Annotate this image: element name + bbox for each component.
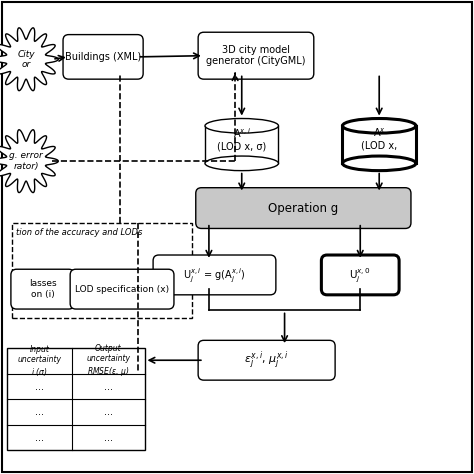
- Text: U$_j^{x,0}$: U$_j^{x,0}$: [349, 266, 371, 284]
- Text: $\epsilon_j^{x,i}$, $\mu_j^{x,i}$: $\epsilon_j^{x,i}$, $\mu_j^{x,i}$: [244, 349, 289, 372]
- Text: U$_j^{x,i}$ = g(A$_j^{x,i}$): U$_j^{x,i}$ = g(A$_j^{x,i}$): [183, 266, 246, 284]
- FancyBboxPatch shape: [63, 35, 143, 79]
- Text: Output
uncertainty
RMSE($\epsilon$, $\mu$): Output uncertainty RMSE($\epsilon$, $\mu…: [86, 344, 130, 378]
- FancyBboxPatch shape: [321, 255, 399, 295]
- Bar: [205, 126, 279, 164]
- Bar: [342, 126, 416, 164]
- Polygon shape: [0, 130, 58, 192]
- FancyBboxPatch shape: [70, 269, 174, 309]
- FancyBboxPatch shape: [198, 340, 335, 380]
- Bar: [12, 223, 192, 318]
- Text: ...: ...: [104, 407, 113, 417]
- Text: ...: ...: [104, 433, 113, 443]
- Bar: [7, 348, 145, 450]
- Text: lasses
on (i): lasses on (i): [29, 280, 56, 299]
- Text: ...: ...: [104, 382, 113, 392]
- Ellipse shape: [205, 118, 279, 133]
- FancyBboxPatch shape: [11, 269, 74, 309]
- Text: ...: ...: [35, 382, 44, 392]
- Ellipse shape: [205, 156, 279, 171]
- FancyBboxPatch shape: [153, 255, 276, 295]
- Text: LOD specification (x): LOD specification (x): [75, 285, 169, 293]
- Ellipse shape: [342, 156, 416, 171]
- Text: A$^{x}$
(LOD x,: A$^{x}$ (LOD x,: [361, 127, 397, 151]
- Text: ...: ...: [35, 433, 44, 443]
- Text: 3D city model
generator (CityGML): 3D city model generator (CityGML): [206, 45, 306, 66]
- FancyBboxPatch shape: [198, 32, 314, 79]
- Text: A$^{x,i}$
(LOD x, σ): A$^{x,i}$ (LOD x, σ): [217, 126, 266, 152]
- Text: Operation g: Operation g: [268, 201, 338, 215]
- Text: ...: ...: [35, 407, 44, 417]
- Text: tion of the accuracy and LODs: tion of the accuracy and LODs: [16, 228, 142, 237]
- FancyBboxPatch shape: [196, 188, 411, 228]
- Text: City
or: City or: [17, 50, 35, 69]
- Text: g. error
rator): g. error rator): [9, 152, 43, 171]
- Ellipse shape: [342, 118, 416, 133]
- Text: Input
uncertainty
$i$ ($\sigma$): Input uncertainty $i$ ($\sigma$): [18, 345, 62, 378]
- Text: Buildings (XML): Buildings (XML): [65, 52, 141, 62]
- Polygon shape: [0, 28, 58, 91]
